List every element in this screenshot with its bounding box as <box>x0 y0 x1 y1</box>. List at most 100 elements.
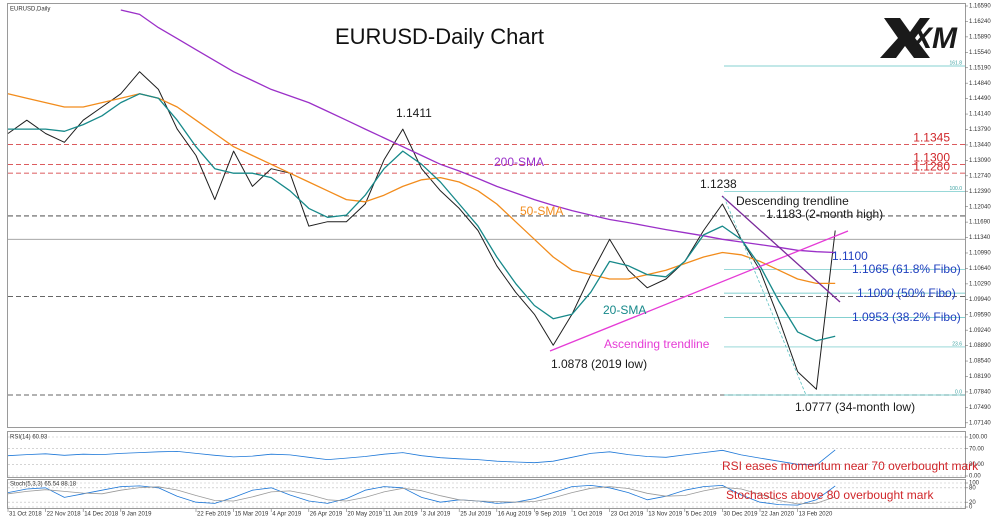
x-tick-label: 25 Jul 2019 <box>460 512 492 518</box>
y-tick-label: 30.00 <box>969 462 985 468</box>
descending-trendline <box>721 195 841 303</box>
y-tick-label: 1.07490 <box>969 405 991 411</box>
x-tick-label: 15 Mar 2019 <box>235 512 269 518</box>
y-tick-label: 1.14490 <box>969 96 991 102</box>
level-label: 1.1345 <box>913 131 950 145</box>
fibo-label: 161.8 <box>949 60 962 66</box>
annotation: 1.0878 (2019 low) <box>551 357 647 371</box>
fibo-baseline <box>723 196 807 396</box>
annotation: Ascending trendline <box>604 337 710 351</box>
annotation: 1.1100 <box>832 249 868 263</box>
y-tick-label: 1.09240 <box>969 328 991 334</box>
fibo-label: 0.0 <box>955 389 962 395</box>
x-tick-label: 4 Apr 2019 <box>272 512 302 518</box>
x-tick-label: 1 Oct 2019 <box>573 512 603 518</box>
y-tick-label: 1.11340 <box>969 235 991 241</box>
x-tick-label: 13 Nov 2019 <box>648 512 683 518</box>
y-tick-label: 0 <box>969 505 973 511</box>
panel-title: Stoch(5,3,3) 65.54 88.18 <box>10 482 77 488</box>
x-tick-label: 9 Sep 2019 <box>535 512 566 518</box>
y-tick-label: 1.12040 <box>969 204 991 210</box>
x-tick-label: 3 Jul 2019 <box>423 512 451 518</box>
y-tick-label: 1.15190 <box>969 65 991 71</box>
rsi-panel-frame <box>7 431 966 478</box>
y-tick-label: 1.15890 <box>969 34 991 40</box>
annotation: Stochastics above 80 overbought mark <box>726 488 934 502</box>
x-tick-label: 5 Dec 2019 <box>686 512 717 518</box>
y-tick-label: 1.13090 <box>969 158 991 164</box>
series-label: 50-SMA <box>520 204 563 218</box>
y-tick-label: 70.00 <box>969 446 985 452</box>
ascending-trendline <box>549 230 849 352</box>
y-tick-label: 1.07840 <box>969 389 991 395</box>
y-tick-label: 1.13790 <box>969 127 991 133</box>
plot-area: 1.16590 1.16240 1.15890 1.15540 1.15190 1.148… <box>7 4 991 518</box>
chart-subtitle: EURUSD,Daily <box>10 7 50 13</box>
logo-text: XM <box>910 22 958 55</box>
series-label: 200-SMA <box>494 155 544 169</box>
y-tick-label: 80 <box>969 485 976 491</box>
x-tick-label: 23 Oct 2019 <box>611 512 644 518</box>
x-tick-label: 16 Aug 2019 <box>498 512 532 518</box>
y-tick-label: 1.08540 <box>969 359 991 365</box>
panel-title: RSI(14) 60.93 <box>10 435 48 441</box>
fibo-label: 100.0 <box>949 186 962 192</box>
y-tick-label: 1.13440 <box>969 143 991 149</box>
level-label: 1.1280 <box>913 159 950 173</box>
y-tick-label: 1.14140 <box>969 112 991 118</box>
series-label: 20-SMA <box>603 303 646 317</box>
series-line <box>7 449 836 466</box>
y-tick-label: 1.11690 <box>969 220 991 226</box>
x-tick-label: 9 Jan 2019 <box>122 512 152 518</box>
y-tick-label: 1.12390 <box>969 189 991 195</box>
chart-title: EURUSD-Daily Chart <box>335 24 544 49</box>
x-tick-label: 31 Oct 2018 <box>9 512 42 518</box>
x-tick-label: 30 Dec 2019 <box>723 512 758 518</box>
logo-mark <box>880 18 930 58</box>
y-tick-label: 1.10990 <box>969 251 991 257</box>
y-tick-label: 1.15540 <box>969 50 991 56</box>
x-tick-label: 22 Nov 2018 <box>47 512 82 518</box>
y-tick-label: 1.08890 <box>969 343 991 349</box>
y-tick-label: 1.10290 <box>969 281 991 287</box>
level-label: 1.1300 <box>913 151 950 165</box>
logo: XM <box>880 18 958 58</box>
y-tick-label: 1.14840 <box>969 81 991 87</box>
annotation: 1.1065 (61.8% Fibo) <box>852 262 961 276</box>
y-tick-label: 1.16240 <box>969 19 991 25</box>
y-tick-label: 100.00 <box>969 435 988 441</box>
x-tick-label: 22 Feb 2019 <box>197 512 231 518</box>
series-line <box>7 486 836 505</box>
y-tick-label: 1.12740 <box>969 173 991 179</box>
y-tick-label: 0.00 <box>969 474 981 480</box>
main-panel-frame <box>7 3 966 428</box>
y-tick-label: 1.08190 <box>969 374 991 380</box>
series-line <box>8 93 836 342</box>
x-tick-label: 13 Feb 2020 <box>799 512 833 518</box>
y-tick-label: 1.09590 <box>969 312 991 318</box>
annotation: 1.0777 (34-month low) <box>795 400 915 414</box>
series-line <box>7 485 836 506</box>
series-line <box>7 71 836 390</box>
annotation: 1.0953 (38.2% Fibo) <box>852 310 961 324</box>
x-tick-label: 22 Jan 2020 <box>761 512 795 518</box>
x-tick-label: 26 Apr 2019 <box>310 512 343 518</box>
x-tick-label: 14 Dec 2018 <box>84 512 119 518</box>
y-tick-label: 20 <box>969 500 976 506</box>
y-tick-label: 1.09940 <box>969 297 991 303</box>
annotation: Descending trendline <box>736 194 849 208</box>
x-tick-label: 11 Jun 2019 <box>385 512 418 518</box>
x-tick-label: 20 May 2019 <box>347 512 382 518</box>
annotation: 1.1183 (2-month high) <box>766 207 883 221</box>
stoch-panel-frame <box>7 479 966 509</box>
fibo-label: 23.6 <box>952 341 962 347</box>
y-tick-label: 1.10640 <box>969 266 991 272</box>
series-line <box>120 9 836 254</box>
annotation: RSI eases momentum near 70 overbought ma… <box>722 459 979 473</box>
annotation: 1.1238 <box>700 177 737 191</box>
annotation: 1.1411 <box>396 106 432 120</box>
y-tick-label: 1.07140 <box>969 420 991 426</box>
